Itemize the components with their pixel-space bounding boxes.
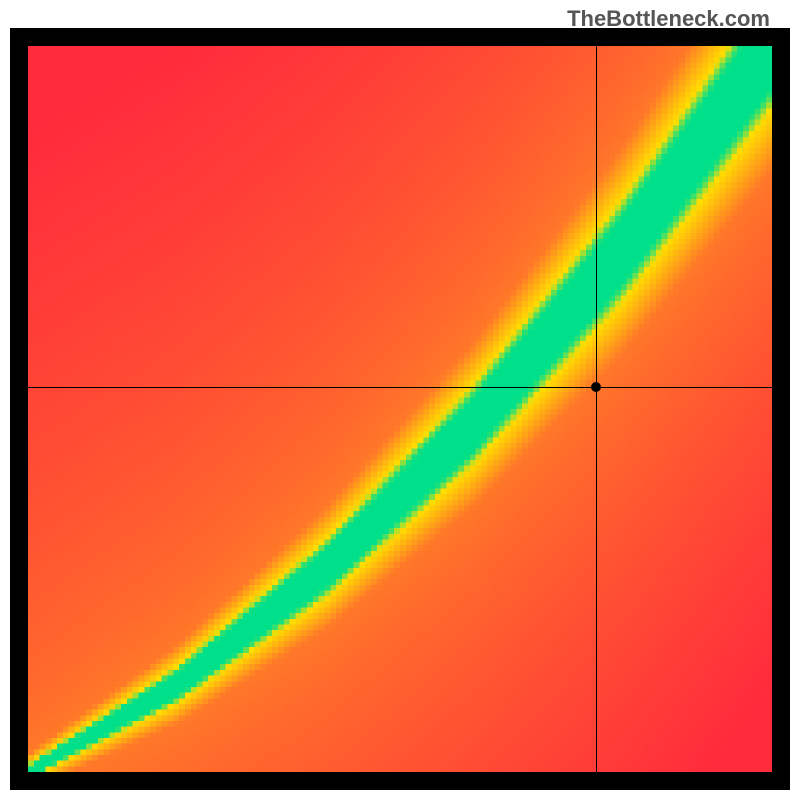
crosshair-marker <box>591 382 601 392</box>
heatmap-area <box>28 46 772 772</box>
crosshair-vertical <box>596 46 597 772</box>
watermark-text: TheBottleneck.com <box>567 6 770 32</box>
heatmap-canvas <box>28 46 772 772</box>
crosshair-horizontal <box>28 387 772 388</box>
chart-frame <box>10 28 790 790</box>
